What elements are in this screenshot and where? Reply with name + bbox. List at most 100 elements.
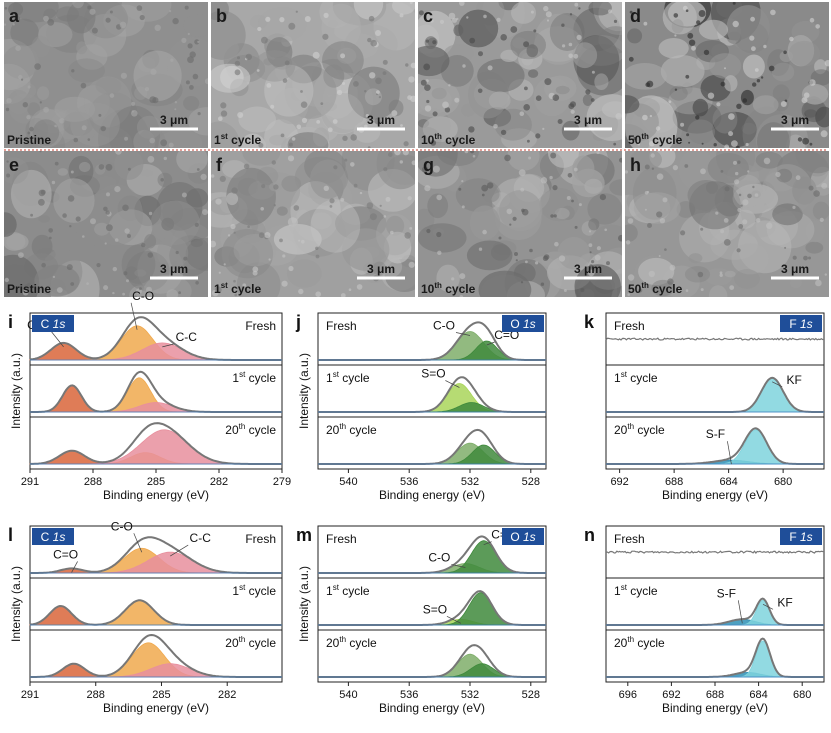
condition-text: 20 [614,423,628,437]
spectrum-section-1: 1st cycle KF [605,364,825,418]
peak-label-arrow [446,615,462,624]
condition-suffix: cycle [245,423,276,437]
condition-label: 20th cycle [225,422,276,437]
sem-condition-suffix: cycle [649,133,683,147]
scale-bar-label: 3 μm [781,113,809,127]
y-axis-title: Intensity (a.u.) [297,353,311,429]
spectrum-section-2: 20th cycle [29,629,283,683]
sem-condition-suffix: cycle [228,133,262,147]
sem-condition-suffix: cycle [442,282,476,296]
core-level-badge [32,528,74,545]
condition-label: 20th cycle [614,422,665,437]
x-axis-title: Binding energy (eV) [103,488,209,502]
peak-label: C-O [132,289,154,303]
condition-label: Fresh [326,319,357,333]
panel-letter: j [295,312,301,332]
peak-label-arrow [737,600,743,624]
condition-text: 1 [232,584,239,598]
sem-condition-label: 1st cycle [214,132,262,147]
condition-sup: st [621,583,628,592]
sem-condition-suffix: cycle [228,282,262,296]
condition-sup: th [339,635,346,644]
core-level-badge-label: F 1s [789,530,812,544]
sem-panel-d: d 50th cycle 3 μm [625,2,829,148]
badge-orbital: 1s [523,530,536,544]
peak-label-arrow [170,544,189,557]
spectrum-section-2: 20th cycle [605,629,825,683]
sem-condition-label: Pristine [7,282,51,296]
spectrum-section-2: 20th cycle [317,629,547,683]
condition-label: Fresh [245,319,276,333]
x-axis-title: Binding energy (eV) [662,488,768,502]
condition-text: Fresh [326,532,357,546]
sem-panel-g: g 10th cycle 3 μm [418,151,622,297]
xps-panel-k: k Fresh 1st cycle KF 20th cycle S-F F 1s 692 688… [584,312,825,502]
condition-label: 20th cycle [326,635,377,650]
condition-sup: st [621,370,628,379]
x-tick-label: 692 [662,689,680,701]
sem-panel-h: h 50th cycle 3 μm [625,151,829,297]
spectrum-section-2: 20th cycle S-F [605,416,825,470]
y-axis-title: Intensity (a.u.) [9,566,23,642]
scale-bar-label: 3 μm [367,113,395,127]
peak-label: S-F [717,586,736,600]
badge-orbital: 1s [53,317,66,331]
condition-suffix: cycle [245,636,276,650]
sem-condition-text: 1 [214,282,221,296]
envelope-line [605,550,825,554]
condition-label: 1st cycle [614,583,658,598]
fitted-peak-0 [318,653,546,678]
section-frame [605,416,825,470]
sem-condition-text: 10 [421,133,435,147]
x-tick-label: 282 [210,476,228,488]
section-frame [317,629,547,683]
fitted-peak-1 [318,340,546,361]
sem-panel-c: c 10th cycle 3 μm [418,2,622,148]
scale-bar-label: 3 μm [160,113,188,127]
condition-text: 20 [614,636,628,650]
condition-text: 20 [326,636,340,650]
sem-panel-letter: c [423,6,433,26]
spectrum-section-1: 1st cycle [29,364,283,418]
sem-condition-sup: st [221,281,228,290]
x-tick-label: 680 [793,689,811,701]
sem-micrograph-c [418,2,622,148]
x-tick-label: 528 [522,689,540,701]
spectrum-section-1: 1st cycle S=O [317,577,547,631]
condition-sup: th [339,422,346,431]
section-frame [317,416,547,470]
sem-condition-sup: th [641,281,649,290]
scale-bar-label: 3 μm [574,113,602,127]
peak-label-arrow [772,381,783,388]
x-tick-label: 532 [461,689,479,701]
peak-label: S-F [706,427,725,441]
sem-panel-letter: d [630,6,641,26]
condition-label: 1st cycle [614,370,658,385]
condition-suffix: cycle [339,371,370,385]
x-tick-label: 684 [749,689,767,701]
peak-label-arrow [483,541,492,546]
x-tick-label: 279 [273,476,291,488]
spectrum-section-2: 20th cycle [317,416,547,470]
x-axis-title: Binding energy (eV) [379,488,485,502]
x-tick-label: 696 [619,689,637,701]
sem-panel-letter: h [630,155,641,175]
condition-suffix: cycle [245,371,276,385]
x-tick-label: 536 [400,476,418,488]
condition-label: 20th cycle [614,635,665,650]
condition-text: Fresh [245,319,276,333]
condition-sup: st [239,370,246,379]
sem-micrograph-d [625,2,829,148]
condition-label: 20th cycle [225,635,276,650]
badge-orbital: 1s [523,317,536,331]
sem-condition-label: Pristine [7,133,51,147]
sem-panel-letter: a [9,6,20,26]
peak-label: C-O [433,319,455,333]
spectrum-section-0: Fresh C=O C-O C-C [29,519,283,579]
x-tick-label: 291 [21,689,39,701]
sem-condition-suffix: cycle [442,133,476,147]
x-tick-label: 536 [400,689,418,701]
